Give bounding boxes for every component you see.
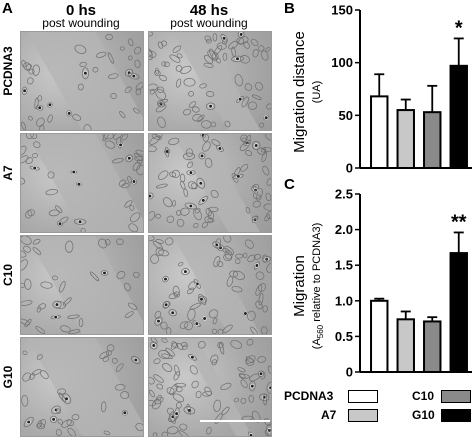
micrograph-a7-0h [20,133,144,233]
chart-c-bar-pcdna3 [370,299,389,373]
micrograph-g10-48h [148,337,272,437]
row-label-a7: A7 [1,165,15,181]
col-subtitle-48h: post wounding [170,16,248,30]
chart-panel-b: 0 50 100 150 * Migration distance (UA) [291,3,472,176]
legend-swatch-c10 [441,390,471,403]
chart-b-tick-label-100: 100 [331,55,353,70]
chart-c-bar-a7 [396,318,415,373]
micrograph-pcdna3-0h [20,31,144,131]
chart-c-ylabel: Migration [291,255,308,317]
chart-b-bar-g10 [449,64,468,169]
legend-swatch-g10 [441,409,471,422]
chart-b-tick-label-150: 150 [331,3,353,18]
micrograph-a7-48h [148,133,272,233]
legend-label-pcdna3: PCDNA3 [284,389,334,403]
chart-c-ylabel-unit: (A560 relative to PCDNA3) [311,223,325,349]
chart-b-ylabel-unit: (UA) [311,81,323,104]
chart-b-tick-label-0: 0 [346,161,353,176]
col-title-48h: 48 hs [189,2,229,19]
chart-c-bar-g10 [449,252,468,373]
micrograph-g10-0h [20,337,144,437]
row-label-c10: C10 [1,264,15,287]
chart-c-tick-label-1.0: 1.0 [335,293,353,308]
chart-b-tick-label-50: 50 [339,108,353,123]
micrograph-pcdna3-48h [148,31,272,131]
row-label-g10: G10 [1,365,15,389]
col-title-0h: 0 hs [65,2,96,19]
panel-a-letter: A [2,0,13,17]
legend-swatch-pcdna3 [348,390,378,403]
micrograph-c10-48h [148,235,272,335]
chart-b-bar-pcdna3 [370,95,389,169]
chart-b-bar-c10 [423,111,442,169]
chart-b-significance-g10: * [455,17,463,39]
legend-swatch-a7 [348,409,378,422]
col-subtitle-0h: post wounding [42,16,120,30]
chart-c-tick-label-0: 0 [346,365,353,380]
chart-c-tick-label-1.5: 1.5 [335,258,353,273]
legend-label-g10: G10 [412,408,435,422]
chart-c-tick-label-2.5: 2.5 [335,187,353,202]
legend-label-c10: C10 [412,389,435,403]
chart-c-bar-c10 [423,320,442,373]
chart-b-bar-a7 [396,109,415,169]
scale-bar [200,420,270,422]
legend-label-a7: A7 [321,408,337,422]
chart-b-ylabel: Migration distance [291,31,308,153]
panel-c-letter: C [284,176,295,193]
panel-b-letter: B [284,0,295,17]
micrograph-c10-0h [20,235,144,335]
chart-panel-c: 0 0.5 1.0 1.5 2.0 2.5 ** Migration(A560 relativ… [291,187,472,380]
chart-c-tick-label-0.5: 0.5 [335,329,353,344]
chart-c-tick-label-2.0: 2.0 [335,222,353,237]
chart-c-significance-g10: ** [451,211,467,233]
row-label-pcdna3: PCDNA3 [1,46,15,96]
